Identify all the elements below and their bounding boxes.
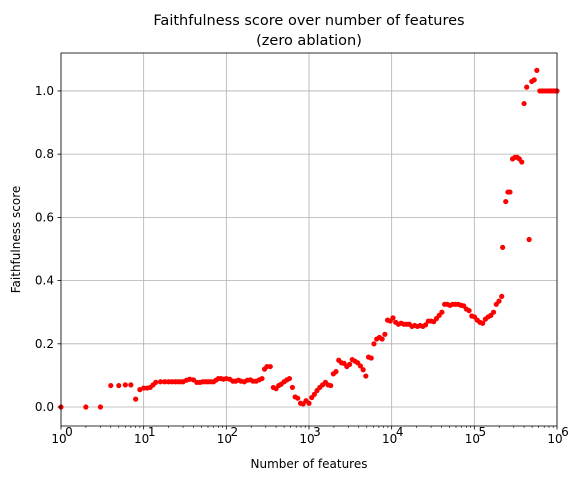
- y-tick-label: 0.2: [35, 337, 54, 351]
- data-point: [357, 363, 364, 369]
- x-tick-exponent: 5: [479, 425, 487, 439]
- data-point: [133, 396, 139, 402]
- data-point: [371, 341, 377, 347]
- data-point: [108, 382, 114, 389]
- data-point: [333, 369, 339, 375]
- data-point: [311, 391, 317, 397]
- data-point: [157, 379, 164, 385]
- data-point: [97, 404, 104, 410]
- data-point: [162, 379, 168, 385]
- y-tick-label: 1.0: [35, 84, 54, 98]
- y-tick-label: 0.8: [35, 147, 54, 161]
- x-tick-label: 10: [134, 432, 149, 446]
- x-axis-label: Number of features: [251, 457, 368, 471]
- data-point: [499, 293, 505, 299]
- data-point: [524, 84, 530, 90]
- data-point: [503, 198, 509, 205]
- x-tick-exponent: 0: [65, 425, 73, 439]
- data-point: [390, 315, 396, 321]
- x-tick-exponent: 6: [561, 425, 569, 439]
- x-tick-exponent: 3: [313, 425, 321, 439]
- x-tick-exponent: 2: [231, 425, 239, 439]
- y-tick-label: 0.6: [35, 210, 54, 224]
- data-point: [368, 355, 374, 361]
- x-tick-label: 10: [382, 432, 397, 446]
- data-point: [521, 100, 527, 107]
- data-point: [360, 367, 366, 373]
- data-point: [122, 382, 128, 388]
- data-point: [286, 375, 293, 382]
- data-point: [267, 363, 273, 370]
- data-point: [153, 379, 159, 385]
- data-point: [500, 244, 506, 251]
- data-point: [439, 309, 445, 315]
- grid: [60, 53, 558, 426]
- data-point: [259, 375, 265, 382]
- data-point: [379, 336, 385, 342]
- y-axis-label: Faithfulness score: [9, 186, 23, 294]
- x-tick-label: 10: [299, 432, 314, 446]
- data-point: [328, 382, 334, 389]
- data-point: [295, 395, 301, 401]
- x-tick-label: 10: [465, 432, 480, 446]
- chart-title: Faithfulness score over number of featur…: [153, 13, 464, 29]
- data-point: [480, 320, 486, 326]
- data-point: [83, 404, 89, 410]
- chart-subtitle: (zero ablation): [256, 33, 362, 49]
- x-tick-label: 10: [217, 432, 232, 446]
- data-point: [363, 373, 369, 379]
- x-tick-exponent: 4: [396, 425, 404, 439]
- x-tick-label: 10: [51, 432, 66, 446]
- data-point: [496, 298, 502, 304]
- data-point: [519, 159, 525, 165]
- data-point: [531, 77, 537, 83]
- data-point: [534, 67, 540, 73]
- data-point: [422, 322, 429, 328]
- data-point: [382, 331, 388, 337]
- data-point: [466, 308, 472, 314]
- y-tick-label: 0.4: [35, 274, 54, 288]
- data-point: [306, 400, 312, 406]
- x-tick-exponent: 1: [148, 425, 156, 439]
- data-point: [490, 309, 497, 315]
- x-tick-label: 10: [547, 432, 562, 446]
- data-point: [289, 384, 296, 391]
- y-tick-label: 0.0: [35, 400, 54, 414]
- data-point: [507, 189, 513, 195]
- data-point: [526, 236, 532, 243]
- data-point: [128, 382, 134, 388]
- data-point: [347, 361, 353, 367]
- data-points: [58, 67, 560, 410]
- data-point: [116, 382, 122, 389]
